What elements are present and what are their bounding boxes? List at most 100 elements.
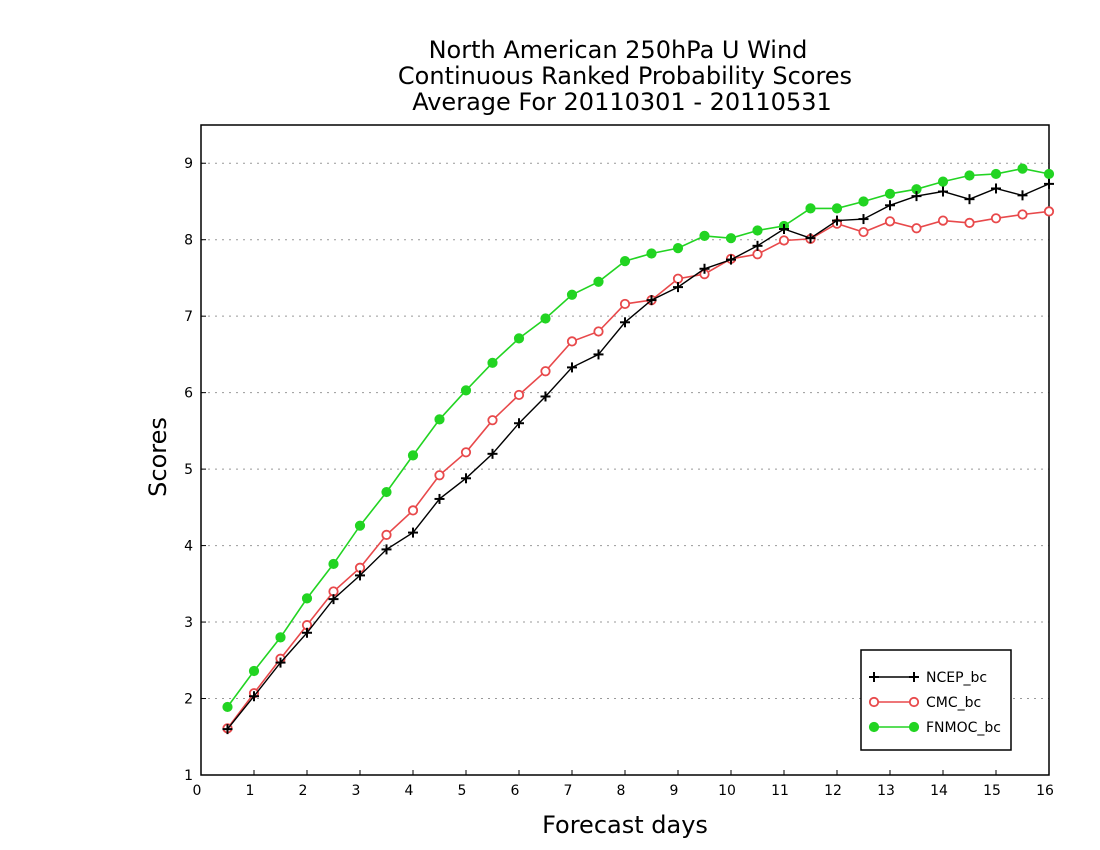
data-point-ncep-bc <box>885 200 895 211</box>
x-tick-label: 2 <box>299 783 308 799</box>
data-point-ncep-bc <box>938 186 948 197</box>
data-point-ncep-bc <box>381 544 392 555</box>
data-point-fnmoc-bc <box>699 230 710 241</box>
data-point-fnmoc-bc <box>248 665 260 677</box>
data-point-fnmoc-bc <box>884 188 896 199</box>
data-point-ncep-bc <box>673 282 683 293</box>
x-tick-label: 5 <box>458 783 467 799</box>
data-point-cmc-bc <box>990 213 1002 224</box>
data-point-ncep-bc <box>249 691 259 702</box>
y-tick-label: 4 <box>184 539 193 555</box>
x-tick-label: 1 <box>246 783 255 799</box>
data-point-ncep-bc <box>911 191 922 202</box>
data-point-cmc-bc <box>884 216 896 227</box>
data-point-fnmoc-bc <box>593 276 604 287</box>
y-tick-label: 7 <box>184 309 193 325</box>
data-point-fnmoc-bc <box>328 558 339 570</box>
data-point-ncep-bc <box>805 233 816 244</box>
data-point-ncep-bc <box>408 527 418 538</box>
data-point-fnmoc-bc <box>752 225 763 236</box>
chart-title-line-2: Continuous Ranked Probability Scores <box>398 62 852 90</box>
x-tick-label: 6 <box>511 783 520 799</box>
chart-title-line-3: Average For 20110301 - 20110531 <box>412 88 832 116</box>
x-tick-label: 15 <box>983 783 1001 799</box>
x-axis-title: Forecast days <box>542 811 708 839</box>
data-point-ncep-bc <box>726 254 736 265</box>
legend-marker-cmc-bc <box>868 696 880 708</box>
data-point-cmc-bc <box>434 470 445 481</box>
data-point-cmc-bc <box>672 273 684 284</box>
data-point-ncep-bc <box>355 570 365 581</box>
data-point-cmc-bc <box>540 366 551 377</box>
data-point-fnmoc-bc <box>990 168 1002 180</box>
y-tick-label: 2 <box>184 692 193 708</box>
data-point-fnmoc-bc <box>222 701 233 713</box>
data-point-ncep-bc <box>487 448 498 459</box>
data-point-ncep-bc <box>699 263 710 274</box>
data-point-fnmoc-bc <box>301 593 313 604</box>
chart-title-line-1: North American 250hPa U Wind <box>429 36 808 64</box>
data-point-ncep-bc <box>620 317 630 328</box>
legend-entry-cmc-bc: CMC_bc <box>868 695 981 711</box>
data-point-fnmoc-bc <box>619 256 631 267</box>
data-point-cmc-bc <box>911 223 922 234</box>
x-tick-label: 16 <box>1036 783 1054 799</box>
legend-entry-fnmoc-bc: FNMOC_bc <box>868 720 1001 736</box>
x-tick-label: 12 <box>824 783 842 799</box>
legend-label-fnmoc-bc: FNMOC_bc <box>926 720 1001 736</box>
x-tick-label: 14 <box>930 783 948 799</box>
data-point-cmc-bc <box>752 249 763 260</box>
legend-entries: NCEP_bc CMC_bc FNMOC_bc <box>868 670 1001 736</box>
data-point-cmc-bc <box>1043 206 1055 217</box>
y-tick-label: 9 <box>184 156 193 172</box>
data-point-cmc-bc <box>407 505 419 516</box>
x-tick-label: 13 <box>877 783 895 799</box>
data-point-ncep-bc <box>514 418 524 429</box>
legend-box <box>860 649 1012 751</box>
data-point-fnmoc-bc <box>646 248 657 259</box>
x-tick-label: 9 <box>670 783 679 799</box>
data-point-fnmoc-bc <box>487 357 498 368</box>
data-point-ncep-bc <box>779 224 789 234</box>
data-point-fnmoc-bc <box>937 176 949 187</box>
legend-label-ncep-bc: NCEP_bc <box>926 670 987 686</box>
data-point-cmc-bc <box>1017 209 1028 220</box>
series-fnmoc-bc <box>222 163 1055 713</box>
data-point-ncep-bc <box>593 349 604 360</box>
data-point-ncep-bc <box>567 362 577 373</box>
y-tick-label: 1 <box>184 768 193 784</box>
data-point-cmc-bc <box>487 415 498 426</box>
data-point-ncep-bc <box>328 594 339 605</box>
data-point-fnmoc-bc <box>831 203 843 214</box>
data-point-cmc-bc <box>778 235 790 246</box>
data-point-cmc-bc <box>460 447 472 458</box>
data-point-fnmoc-bc <box>725 233 737 244</box>
data-point-fnmoc-bc <box>672 243 684 254</box>
data-point-ncep-bc <box>1044 178 1054 189</box>
data-point-fnmoc-bc <box>805 203 816 214</box>
y-tick-label: 8 <box>184 233 193 249</box>
data-point-fnmoc-bc <box>964 170 975 181</box>
y-tick-label: 5 <box>184 462 193 478</box>
data-point-ncep-bc <box>991 183 1001 194</box>
data-point-ncep-bc <box>832 215 842 226</box>
data-point-fnmoc-bc <box>275 632 286 643</box>
x-tick-label: 11 <box>771 783 789 799</box>
series-line-fnmoc-bc <box>226 167 1050 708</box>
x-tick-label: 3 <box>352 783 361 799</box>
legend-marker-ncep-bc <box>909 672 919 682</box>
data-point-ncep-bc <box>752 240 763 251</box>
data-point-fnmoc-bc <box>858 196 869 207</box>
data-point-ncep-bc <box>858 214 869 225</box>
y-tick-label: 3 <box>184 615 193 631</box>
data-point-fnmoc-bc <box>1017 163 1028 174</box>
data-point-cmc-bc <box>566 336 578 347</box>
x-tick-label: 10 <box>718 783 736 799</box>
data-point-fnmoc-bc <box>381 486 392 498</box>
data-point-cmc-bc <box>381 529 392 540</box>
legend-label-cmc-bc: CMC_bc <box>926 695 981 711</box>
data-point-ncep-bc <box>646 295 657 306</box>
data-point-ncep-bc <box>1017 190 1028 201</box>
